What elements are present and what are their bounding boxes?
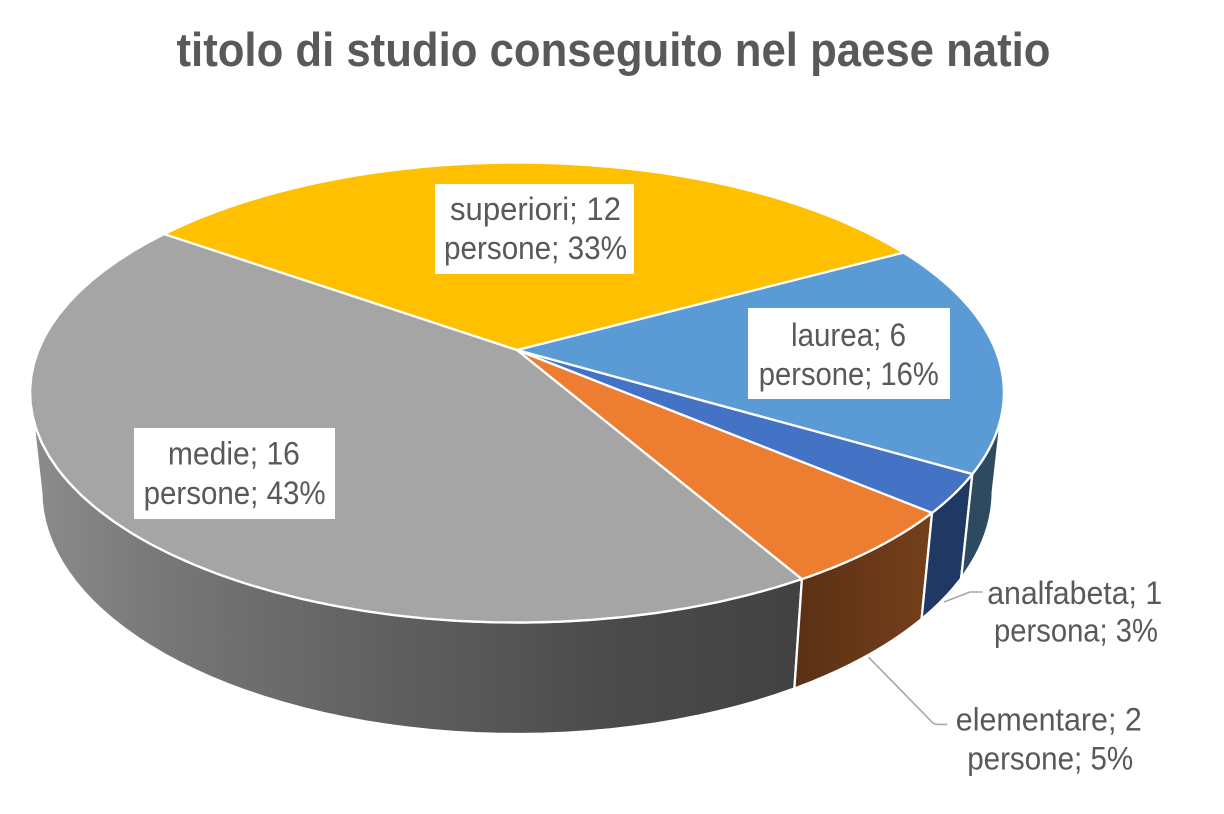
svg-text:persona; 3%: persona; 3% xyxy=(994,613,1158,649)
svg-text:titolo di studio conseguito ne: titolo di studio conseguito nel paese na… xyxy=(177,24,1051,77)
svg-text:persone; 43%: persone; 43% xyxy=(144,475,326,511)
svg-text:persone; 16%: persone; 16% xyxy=(759,356,939,392)
svg-text:superiori; 12: superiori; 12 xyxy=(450,191,621,227)
svg-text:persone; 5%: persone; 5% xyxy=(967,741,1133,777)
svg-text:analfabeta; 1: analfabeta; 1 xyxy=(987,575,1162,611)
svg-text:laurea; 6: laurea; 6 xyxy=(791,317,906,353)
svg-text:elementare; 2: elementare; 2 xyxy=(956,702,1142,738)
svg-text:persone; 33%: persone; 33% xyxy=(444,230,627,266)
svg-text:medie; 16: medie; 16 xyxy=(168,436,300,472)
